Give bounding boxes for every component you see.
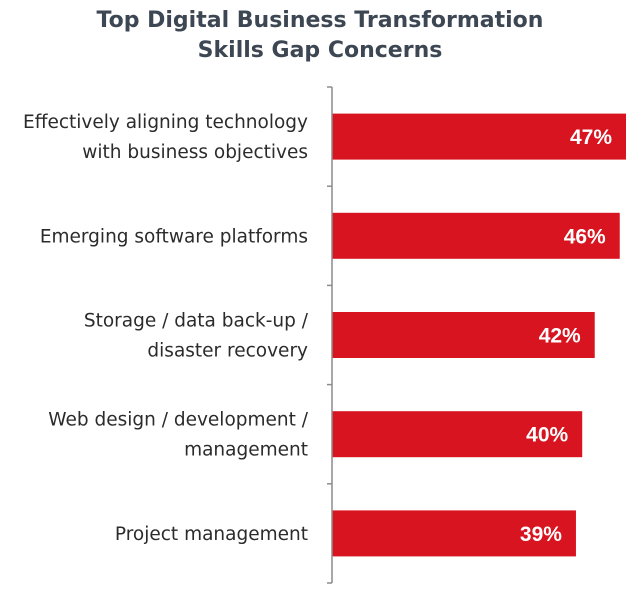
bar (332, 312, 595, 358)
bar (332, 411, 583, 458)
bar-value-label: 39% (520, 523, 562, 546)
bar (332, 510, 576, 557)
bar-value-label: 46% (564, 225, 606, 248)
category-label: Project management (115, 524, 308, 545)
category-label: Web design / development / (48, 410, 308, 431)
category-labels: Effectively aligning technology with busi… (23, 112, 309, 545)
bar-value-label: 40% (526, 424, 568, 447)
category-axis (327, 86, 333, 584)
category-label: with business objectives (82, 142, 308, 163)
category-label: Storage / data back-up / (84, 311, 309, 332)
bars-layer: 47% 46% 42% 40% 39% (332, 113, 626, 557)
bar (332, 212, 620, 259)
chart-title-line-2: Skills Gap Concerns (197, 38, 443, 63)
bar-value-label: 42% (539, 325, 581, 348)
category-label: management (184, 440, 308, 461)
chart-title-line-1: Top Digital Business Transformation (96, 8, 544, 33)
category-label: disaster recovery (147, 341, 308, 362)
category-label: Effectively aligning technology (23, 112, 308, 133)
chart-title: Top Digital Business Transformation Skil… (0, 6, 640, 66)
category-label: Emerging software platforms (40, 226, 308, 247)
bar (332, 113, 626, 160)
bar-value-label: 47% (570, 126, 612, 149)
